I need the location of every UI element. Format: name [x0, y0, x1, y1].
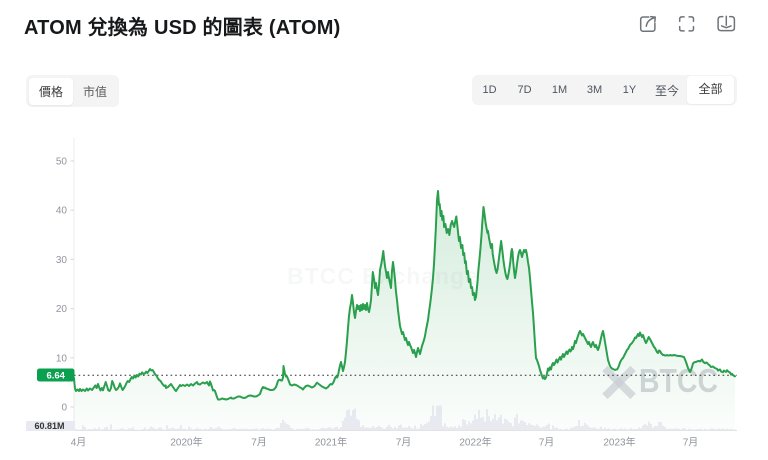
- svg-text:4月: 4月: [71, 437, 87, 449]
- svg-text:BTCC: BTCC: [639, 362, 718, 399]
- svg-text:2023年: 2023年: [603, 436, 635, 449]
- svg-text:30: 30: [56, 255, 68, 266]
- svg-text:6.64: 6.64: [46, 370, 65, 381]
- svg-text:0: 0: [61, 403, 67, 414]
- svg-text:40: 40: [56, 206, 68, 217]
- svg-text:2022年: 2022年: [459, 436, 491, 449]
- svg-text:50: 50: [56, 157, 68, 168]
- svg-text:7月: 7月: [251, 437, 267, 449]
- svg-text:BTCC Exchange: BTCC Exchange: [287, 263, 479, 289]
- svg-text:7月: 7月: [396, 437, 412, 449]
- svg-text:60.81M: 60.81M: [34, 421, 64, 431]
- svg-text:20: 20: [56, 304, 68, 315]
- svg-text:7月: 7月: [683, 437, 699, 449]
- svg-text:2020年: 2020年: [170, 436, 202, 449]
- svg-text:10: 10: [56, 353, 68, 364]
- svg-text:7月: 7月: [539, 437, 555, 449]
- svg-text:2021年: 2021年: [315, 436, 347, 449]
